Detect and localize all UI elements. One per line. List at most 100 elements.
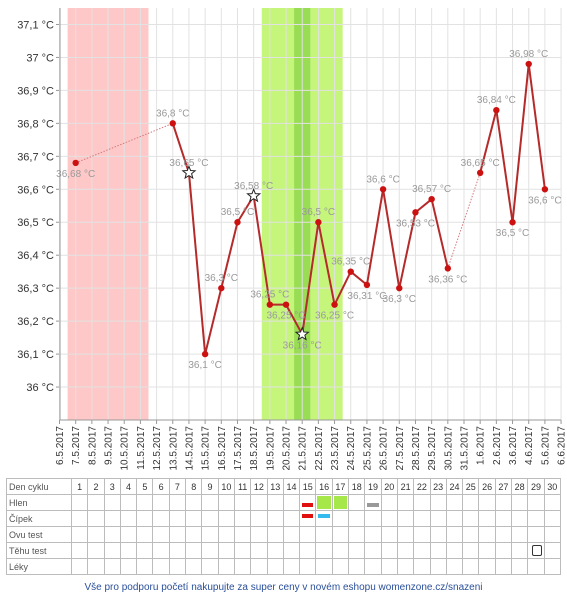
table-cell[interactable] [429, 558, 447, 575]
table-cell[interactable] [494, 526, 513, 543]
table-cell[interactable] [103, 510, 121, 527]
table-cell[interactable] [462, 510, 480, 527]
table-cell[interactable] [250, 542, 268, 559]
table-cell[interactable] [380, 558, 398, 575]
table-cell[interactable] [201, 494, 219, 511]
table-cell[interactable] [136, 510, 154, 527]
table-cell[interactable] [315, 510, 333, 527]
table-cell[interactable] [315, 526, 333, 543]
table-cell[interactable] [266, 510, 284, 527]
table-cell[interactable] [233, 526, 252, 543]
table-cell[interactable] [331, 558, 350, 575]
table-cell[interactable] [119, 558, 138, 575]
table-cell[interactable] [119, 542, 138, 559]
table-cell[interactable] [136, 558, 154, 575]
table-cell[interactable] [103, 526, 121, 543]
table-cell[interactable] [331, 510, 350, 527]
table-cell[interactable] [348, 542, 366, 559]
table-cell[interactable] [233, 510, 252, 527]
table-cell[interactable] [299, 526, 317, 543]
table-cell[interactable] [152, 526, 170, 543]
table-cell[interactable] [250, 558, 268, 575]
table-cell[interactable] [70, 542, 89, 559]
table-cell[interactable] [168, 510, 187, 527]
table-cell[interactable] [315, 494, 333, 511]
table-cell[interactable] [445, 510, 464, 527]
table-cell[interactable] [364, 526, 382, 543]
table-cell[interactable] [348, 526, 366, 543]
table-cell[interactable] [364, 558, 382, 575]
table-cell[interactable] [543, 542, 561, 559]
table-cell[interactable] [70, 494, 89, 511]
table-cell[interactable] [282, 558, 301, 575]
table-cell[interactable] [494, 510, 513, 527]
table-cell[interactable] [396, 558, 415, 575]
table-cell[interactable] [119, 510, 138, 527]
table-cell[interactable] [233, 542, 252, 559]
table-cell[interactable] [413, 494, 431, 511]
table-cell[interactable] [217, 494, 235, 511]
table-cell[interactable] [185, 558, 203, 575]
table-cell[interactable] [299, 542, 317, 559]
table-cell[interactable] [87, 558, 105, 575]
table-cell[interactable] [543, 494, 561, 511]
table-cell[interactable] [445, 494, 464, 511]
table-cell[interactable] [445, 542, 464, 559]
table-cell[interactable] [462, 542, 480, 559]
table-cell[interactable] [543, 510, 561, 527]
table-cell[interactable] [87, 510, 105, 527]
table-cell[interactable] [233, 494, 252, 511]
table-cell[interactable] [478, 542, 496, 559]
table-cell[interactable] [331, 494, 350, 511]
table-cell[interactable] [348, 510, 366, 527]
table-cell[interactable] [152, 558, 170, 575]
table-cell[interactable] [462, 494, 480, 511]
table-cell[interactable] [266, 542, 284, 559]
table-cell[interactable] [494, 494, 513, 511]
table-cell[interactable] [445, 526, 464, 543]
table-cell[interactable] [87, 494, 105, 511]
table-cell[interactable] [396, 494, 415, 511]
table-cell[interactable] [250, 510, 268, 527]
table-cell[interactable] [364, 510, 382, 527]
table-cell[interactable] [266, 558, 284, 575]
table-cell[interactable] [380, 526, 398, 543]
table-cell[interactable] [266, 494, 284, 511]
table-cell[interactable] [201, 558, 219, 575]
table-cell[interactable] [152, 542, 170, 559]
table-cell[interactable] [429, 526, 447, 543]
table-cell[interactable] [70, 510, 89, 527]
table-cell[interactable] [511, 526, 529, 543]
table-cell[interactable] [315, 542, 333, 559]
table-cell[interactable] [478, 526, 496, 543]
table-cell[interactable] [201, 526, 219, 543]
table-cell[interactable] [217, 558, 235, 575]
table-cell[interactable] [527, 542, 545, 559]
table-cell[interactable] [364, 542, 382, 559]
table-cell[interactable] [445, 558, 464, 575]
table-cell[interactable] [136, 526, 154, 543]
table-cell[interactable] [185, 542, 203, 559]
table-cell[interactable] [527, 510, 545, 527]
footer-note[interactable]: Vše pro podporu početí nakupujte za supe… [84, 582, 483, 593]
table-cell[interactable] [527, 494, 545, 511]
table-cell[interactable] [527, 558, 545, 575]
table-cell[interactable] [511, 558, 529, 575]
table-cell[interactable] [201, 542, 219, 559]
table-cell[interactable] [119, 494, 138, 511]
table-cell[interactable] [380, 542, 398, 559]
table-cell[interactable] [299, 494, 317, 511]
table-cell[interactable] [282, 494, 301, 511]
table-cell[interactable] [429, 542, 447, 559]
table-cell[interactable] [364, 494, 382, 511]
table-cell[interactable] [494, 542, 513, 559]
table-cell[interactable] [250, 494, 268, 511]
table-cell[interactable] [70, 558, 89, 575]
table-cell[interactable] [331, 526, 350, 543]
table-cell[interactable] [413, 510, 431, 527]
table-cell[interactable] [413, 526, 431, 543]
table-cell[interactable] [494, 558, 513, 575]
table-cell[interactable] [478, 510, 496, 527]
table-cell[interactable] [217, 542, 235, 559]
table-cell[interactable] [396, 542, 415, 559]
